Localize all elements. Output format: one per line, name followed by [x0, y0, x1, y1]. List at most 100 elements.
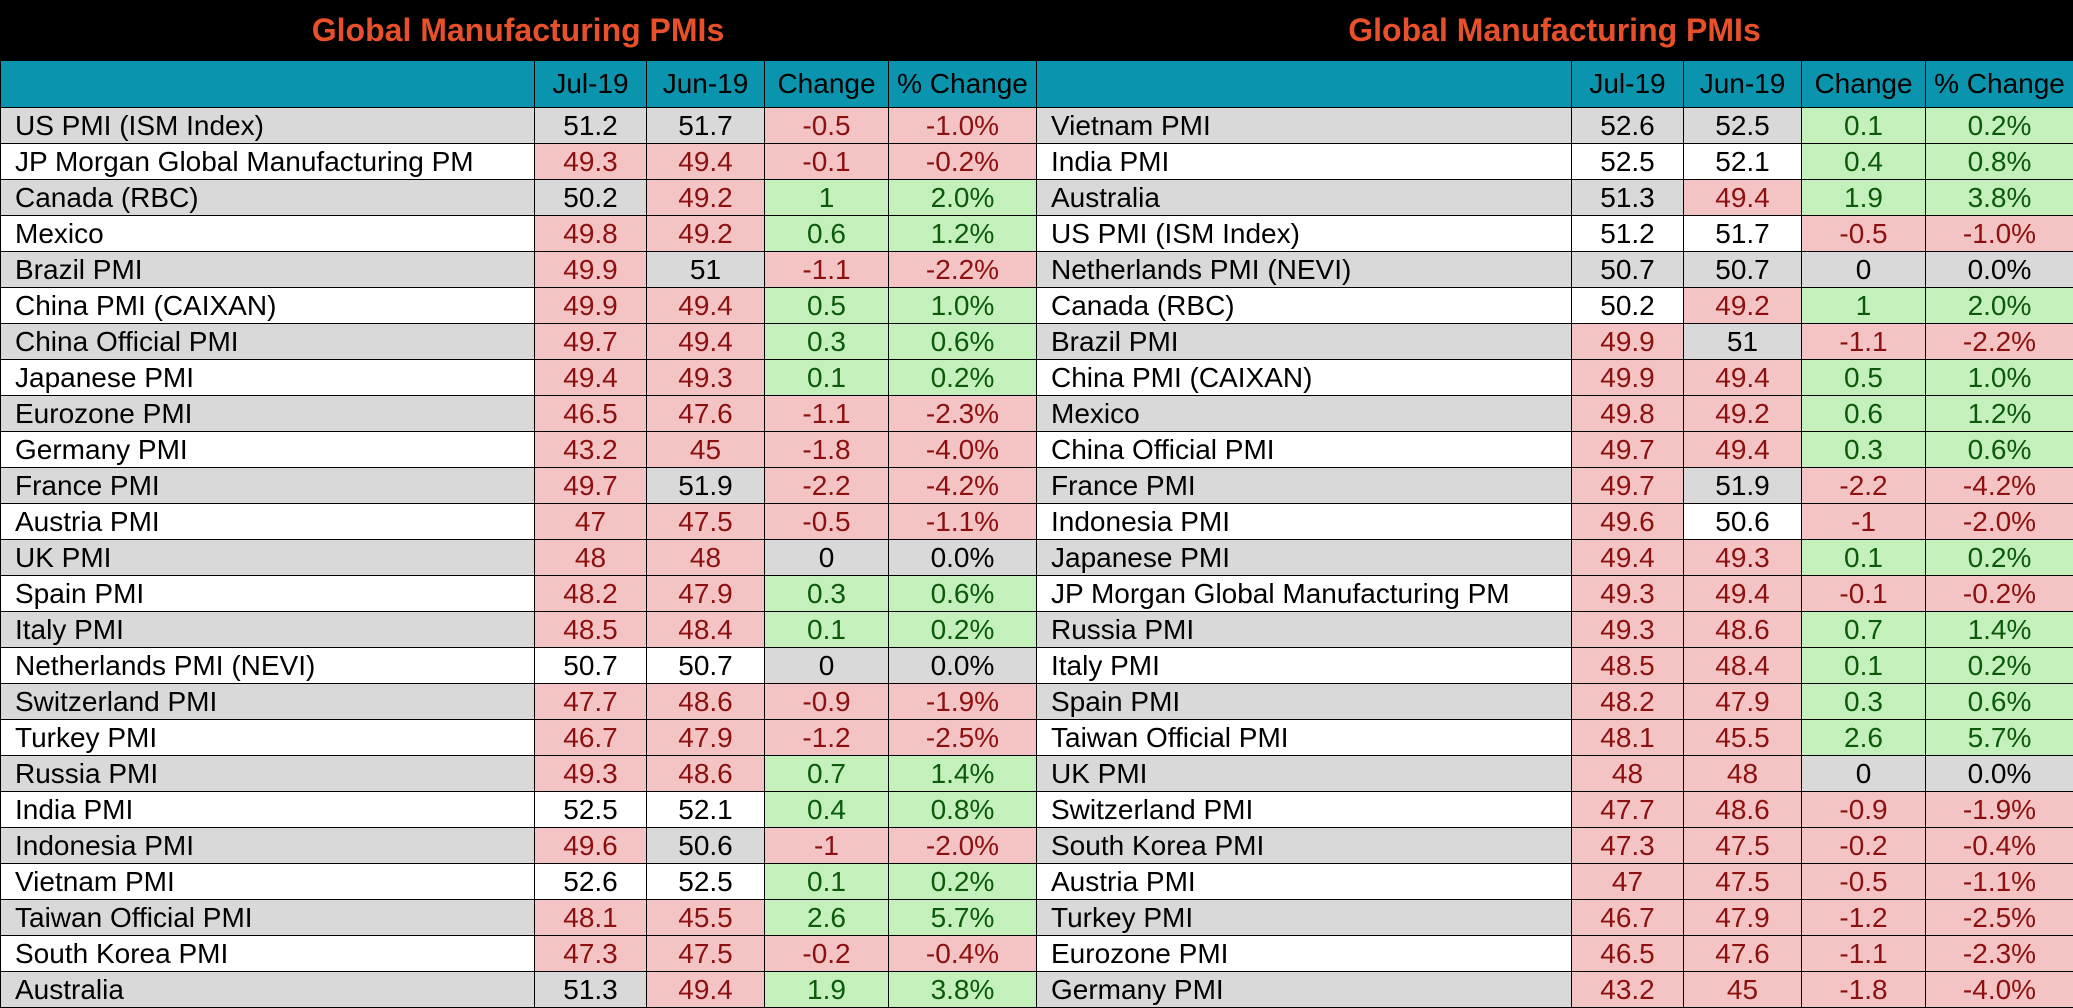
cell-change: -1 [764, 827, 889, 864]
cell-jun-19: 49.2 [1683, 287, 1802, 324]
table-row: Japanese PMI 49.4 49.3 0.1 0.2% [0, 359, 1037, 396]
cell-pct-change: -4.2% [1925, 467, 2073, 504]
cell-jul-19: 48.5 [1571, 647, 1684, 684]
table-row: Indonesia PMI 49.6 50.6 -1 -2.0% [0, 827, 1037, 864]
cell-change: -0.9 [764, 683, 889, 720]
cell-change: -1.8 [764, 431, 889, 468]
table-row: Vietnam PMI 52.6 52.5 0.1 0.2% [1036, 107, 2073, 144]
cell-change: 0.3 [1801, 683, 1926, 720]
table-row: Switzerland PMI 47.7 48.6 -0.9 -1.9% [1036, 791, 2073, 828]
cell-pct-change: -4.0% [888, 431, 1037, 468]
cell-indicator-name: India PMI [0, 791, 535, 828]
table-row: Eurozone PMI 46.5 47.6 -1.1 -2.3% [0, 395, 1037, 432]
cell-jun-19: 52.1 [1683, 143, 1802, 180]
cell-pct-change: -0.2% [1925, 575, 2073, 612]
cell-pct-change: 3.8% [1925, 179, 2073, 216]
cell-jul-19: 50.7 [1571, 251, 1684, 288]
cell-jul-19: 48.5 [534, 611, 647, 648]
table-row: Russia PMI 49.3 48.6 0.7 1.4% [0, 755, 1037, 792]
cell-pct-change: -2.0% [888, 827, 1037, 864]
table-row: JP Morgan Global Manufacturing PM 49.3 49.… [0, 143, 1037, 180]
cell-jun-19: 48.6 [646, 755, 765, 792]
cell-jul-19: 43.2 [1571, 971, 1684, 1008]
cell-indicator-name: Indonesia PMI [0, 827, 535, 864]
cell-jun-19: 50.6 [646, 827, 765, 864]
cell-jun-19: 51.9 [646, 467, 765, 504]
table-row: Germany PMI 43.2 45 -1.8 -4.0% [0, 431, 1037, 468]
cell-jul-19: 48.2 [534, 575, 647, 612]
pmi-table-panel-right: Global Manufacturing PMIs Jul-19 Jun-19 … [1036, 0, 2073, 1008]
cell-change: -0.5 [764, 503, 889, 540]
cell-jul-19: 49.8 [1571, 395, 1684, 432]
table-row: US PMI (ISM Index) 51.2 51.7 -0.5 -1.0% [1036, 215, 2073, 252]
cell-jun-19: 51.7 [1683, 215, 1802, 252]
cell-indicator-name: Spain PMI [0, 575, 535, 612]
cell-pct-change: -2.3% [888, 395, 1037, 432]
cell-jun-19: 45.5 [1683, 719, 1802, 756]
cell-change: 0.1 [1801, 107, 1926, 144]
cell-indicator-name: China Official PMI [1036, 431, 1572, 468]
cell-jun-19: 47.9 [1683, 683, 1802, 720]
cell-pct-change: 0.6% [1925, 431, 2073, 468]
cell-pct-change: -2.5% [1925, 899, 2073, 936]
cell-indicator-name: France PMI [1036, 467, 1572, 504]
cell-jul-19: 43.2 [534, 431, 647, 468]
cell-pct-change: -0.4% [888, 935, 1037, 972]
cell-pct-change: 0.8% [888, 791, 1037, 828]
cell-change: 0.3 [764, 323, 889, 360]
table-row: Canada (RBC) 50.2 49.2 1 2.0% [1036, 287, 2073, 324]
table-title-bar: Global Manufacturing PMIs [1036, 0, 2073, 60]
cell-indicator-name: India PMI [1036, 143, 1572, 180]
cell-jul-19: 49.9 [534, 287, 647, 324]
cell-jun-19: 45 [646, 431, 765, 468]
cell-indicator-name: Russia PMI [1036, 611, 1572, 648]
cell-jul-19: 47.7 [1571, 791, 1684, 828]
cell-jun-19: 45 [1683, 971, 1802, 1008]
cell-change: -0.2 [1801, 827, 1926, 864]
cell-pct-change: -2.5% [888, 719, 1037, 756]
cell-change: 1.9 [1801, 179, 1926, 216]
cell-jun-19: 49.2 [1683, 395, 1802, 432]
cell-change: -0.5 [1801, 215, 1926, 252]
cell-jun-19: 52.5 [1683, 107, 1802, 144]
cell-indicator-name: Turkey PMI [0, 719, 535, 756]
table-row: Austria PMI 47 47.5 -0.5 -1.1% [1036, 863, 2073, 900]
cell-pct-change: 1.4% [1925, 611, 2073, 648]
cell-jul-19: 50.2 [534, 179, 647, 216]
cell-pct-change: 0.2% [1925, 647, 2073, 684]
cell-pct-change: 2.0% [1925, 287, 2073, 324]
cell-pct-change: 0.8% [1925, 143, 2073, 180]
cell-jun-19: 51 [1683, 323, 1802, 360]
cell-pct-change: -1.0% [1925, 215, 2073, 252]
table-row: Taiwan Official PMI 48.1 45.5 2.6 5.7% [1036, 719, 2073, 756]
cell-change: 1 [764, 179, 889, 216]
cell-pct-change: -1.9% [888, 683, 1037, 720]
cell-jul-19: 47 [1571, 863, 1684, 900]
cell-jun-19: 49.3 [1683, 539, 1802, 576]
cell-jul-19: 49.7 [1571, 431, 1684, 468]
cell-indicator-name: Vietnam PMI [0, 863, 535, 900]
table-row: China Official PMI 49.7 49.4 0.3 0.6% [0, 323, 1037, 360]
cell-change: 0.7 [764, 755, 889, 792]
cell-indicator-name: Mexico [1036, 395, 1572, 432]
cell-pct-change: 0.2% [1925, 107, 2073, 144]
cell-indicator-name: US PMI (ISM Index) [1036, 215, 1572, 252]
cell-change: 0.5 [764, 287, 889, 324]
cell-jul-19: 46.7 [534, 719, 647, 756]
table-row: Mexico 49.8 49.2 0.6 1.2% [1036, 395, 2073, 432]
table-row: China PMI (CAIXAN) 49.9 49.4 0.5 1.0% [0, 287, 1037, 324]
cell-pct-change: -1.9% [1925, 791, 2073, 828]
table-row: Turkey PMI 46.7 47.9 -1.2 -2.5% [0, 719, 1037, 756]
cell-change: -0.5 [1801, 863, 1926, 900]
cell-jul-19: 48 [1571, 755, 1684, 792]
table-row: Mexico 49.8 49.2 0.6 1.2% [0, 215, 1037, 252]
cell-jul-19: 52.6 [534, 863, 647, 900]
cell-jun-19: 49.4 [1683, 431, 1802, 468]
header-pct-change: % Change [1925, 60, 2073, 108]
cell-jul-19: 47.3 [534, 935, 647, 972]
cell-jun-19: 51.7 [646, 107, 765, 144]
cell-pct-change: 5.7% [1925, 719, 2073, 756]
cell-pct-change: 0.6% [888, 575, 1037, 612]
cell-pct-change: 1.2% [888, 215, 1037, 252]
cell-jun-19: 48.4 [1683, 647, 1802, 684]
